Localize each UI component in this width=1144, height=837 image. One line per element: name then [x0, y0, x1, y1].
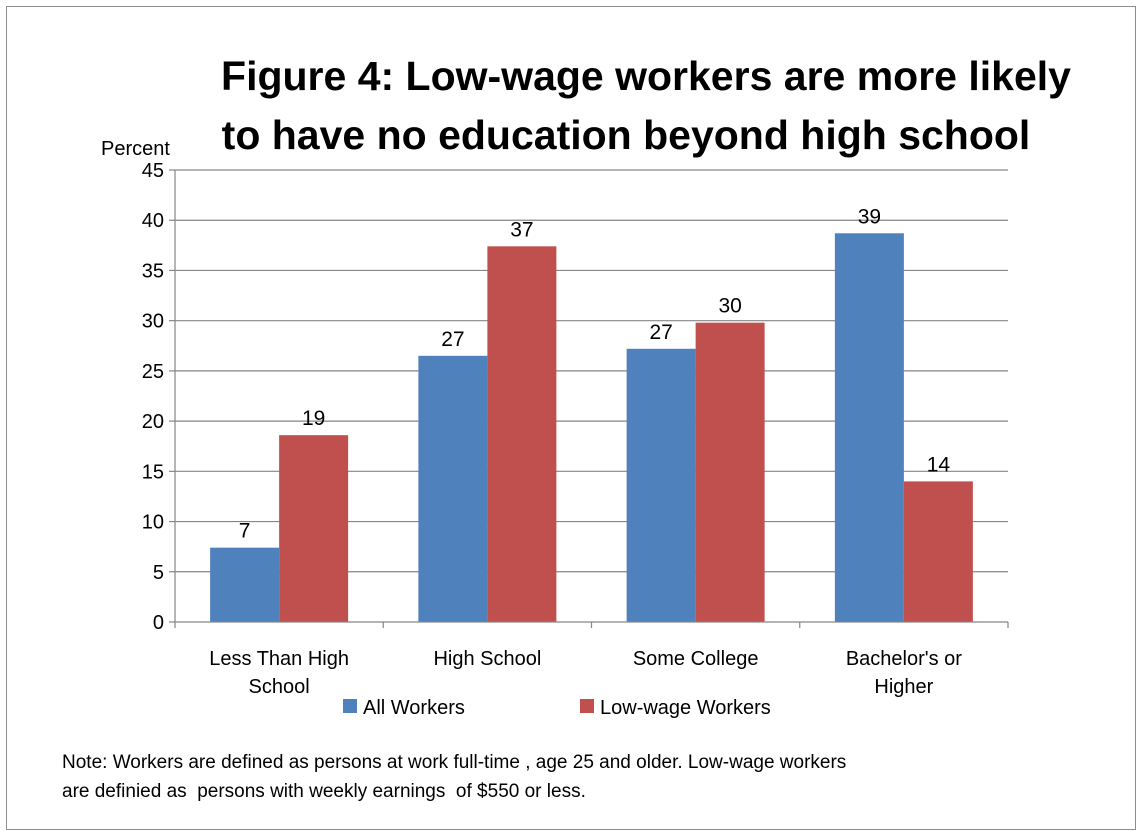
data-label: 39	[858, 205, 881, 228]
data-label: 27	[649, 321, 672, 344]
x-tick-label: Some College	[633, 648, 759, 670]
data-label: 30	[718, 295, 741, 318]
x-tick-label: Bachelor's or	[846, 648, 962, 670]
y-tick-label: 10	[142, 512, 164, 534]
chart-frame	[6, 6, 1136, 830]
bar	[418, 355, 488, 622]
data-label: 7	[239, 520, 251, 543]
bar	[210, 547, 280, 622]
y-tick-label: 20	[142, 411, 164, 433]
x-tick-label: High School	[433, 648, 541, 670]
legend-label: All Workers	[363, 697, 465, 719]
y-tick-label: 25	[142, 361, 164, 383]
data-label: 19	[302, 407, 325, 430]
x-tick-label: Higher	[874, 676, 933, 698]
y-tick-label: 45	[142, 160, 164, 182]
data-label: 14	[927, 453, 951, 476]
legend-label: Low-wage Workers	[600, 697, 771, 719]
legend-swatch	[343, 699, 357, 713]
data-label: 27	[441, 328, 464, 351]
bar	[903, 481, 973, 622]
y-tick-label: 0	[153, 612, 164, 634]
chart-note: Note: Workers are defined as persons at …	[62, 752, 847, 802]
y-tick-label: 15	[142, 461, 164, 483]
bar	[695, 322, 765, 622]
bar	[626, 348, 696, 622]
bar	[487, 246, 557, 623]
y-axis-label: Percent	[101, 138, 170, 160]
y-tick-label: 35	[142, 260, 164, 282]
data-label: 37	[510, 218, 533, 241]
x-tick-label: Less Than High	[209, 648, 349, 670]
chart-title-line-1: Figure 4: Low-wage workers are more like…	[221, 53, 1071, 99]
y-tick-label: 40	[142, 210, 164, 232]
bar	[834, 233, 904, 622]
x-tick-label: School	[249, 676, 310, 698]
chart-title-line-2: to have no education beyond high school	[222, 112, 1031, 158]
bar	[279, 435, 349, 622]
legend-swatch	[580, 699, 594, 713]
y-tick-label: 30	[142, 311, 164, 333]
y-tick-label: 5	[153, 562, 164, 584]
